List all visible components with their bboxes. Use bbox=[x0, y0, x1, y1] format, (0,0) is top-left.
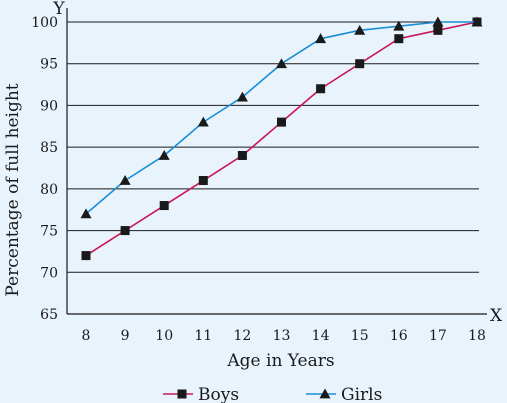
legend-marker-icon bbox=[177, 389, 187, 399]
x-tick-label: 8 bbox=[82, 328, 91, 344]
x-tick-labels: 8 9 10 11 12 13 14 15 16 17 18 bbox=[82, 328, 486, 344]
triangle-marker bbox=[236, 91, 248, 102]
triangle-marker bbox=[393, 20, 405, 31]
triangle-marker bbox=[315, 33, 327, 44]
y-tick-label: 70 bbox=[40, 265, 58, 281]
y-tick-label: 100 bbox=[31, 15, 58, 31]
square-marker bbox=[237, 150, 247, 160]
x-tick-label: 10 bbox=[155, 328, 173, 344]
x-tick-label: 17 bbox=[429, 328, 447, 344]
square-marker bbox=[277, 117, 286, 127]
square-marker bbox=[159, 201, 169, 211]
legend-label: Boys bbox=[198, 385, 239, 403]
series-girls bbox=[80, 16, 483, 219]
y-tick-label: 95 bbox=[40, 57, 58, 73]
triangle-marker bbox=[197, 116, 209, 127]
axes bbox=[66, 8, 487, 315]
y-axis-letter: Y bbox=[52, 0, 65, 19]
triangle-marker bbox=[354, 24, 366, 35]
legend-marker-icon bbox=[319, 388, 331, 399]
x-tick-label: 13 bbox=[273, 328, 291, 344]
x-tick-label: 11 bbox=[194, 328, 212, 344]
x-tick-label: 14 bbox=[312, 328, 330, 344]
series-layer bbox=[80, 16, 483, 261]
square-marker bbox=[316, 84, 326, 94]
legend-label: Girls bbox=[341, 385, 382, 403]
square-marker bbox=[198, 176, 208, 186]
triangle-marker bbox=[80, 208, 92, 219]
x-tick-label: 15 bbox=[351, 328, 369, 344]
square-marker bbox=[433, 25, 443, 35]
square-marker bbox=[394, 34, 404, 44]
triangle-marker bbox=[432, 16, 444, 27]
x-axis-letter: X bbox=[490, 306, 503, 326]
y-tick-label: 80 bbox=[40, 182, 58, 198]
x-tick-label: 18 bbox=[468, 328, 486, 344]
y-tick-labels: 65 70 75 80 85 90 95 100 bbox=[31, 15, 58, 323]
square-marker bbox=[81, 251, 91, 261]
square-marker bbox=[120, 226, 130, 236]
triangle-marker bbox=[158, 149, 170, 160]
x-tick-label: 12 bbox=[233, 328, 251, 344]
grid-lines bbox=[67, 21, 479, 273]
y-tick-label: 75 bbox=[40, 224, 58, 240]
x-axis-title: Age in Years bbox=[226, 351, 334, 371]
triangle-marker bbox=[119, 175, 131, 185]
y-axis-title: Percentage of full height bbox=[3, 83, 23, 296]
x-tick-label: 9 bbox=[121, 328, 130, 344]
legend-item-boys: Boys bbox=[163, 385, 239, 403]
y-tick-label: 85 bbox=[40, 140, 58, 156]
y-tick-label: 90 bbox=[40, 98, 58, 114]
triangle-marker bbox=[471, 16, 483, 27]
y-tick-label: 65 bbox=[40, 307, 58, 323]
x-tick-label: 16 bbox=[390, 328, 408, 344]
legend: Boys Girls bbox=[163, 385, 382, 403]
square-marker bbox=[355, 59, 365, 69]
legend-item-girls: Girls bbox=[306, 385, 382, 403]
triangle-marker bbox=[276, 58, 287, 69]
